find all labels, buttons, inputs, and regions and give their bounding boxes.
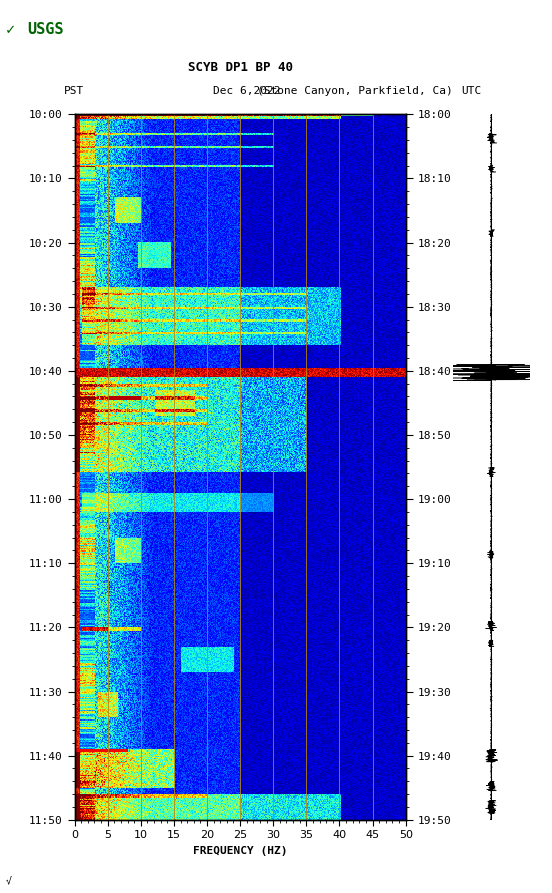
Text: UTC: UTC (461, 87, 481, 96)
X-axis label: FREQUENCY (HZ): FREQUENCY (HZ) (193, 846, 288, 855)
Text: USGS: USGS (28, 22, 64, 38)
Text: SCYB DP1 BP 40: SCYB DP1 BP 40 (188, 61, 293, 74)
Text: ✓: ✓ (6, 22, 15, 38)
Text: PST: PST (63, 87, 84, 96)
Text: √: √ (6, 876, 12, 886)
Text: (Stone Canyon, Parkfield, Ca): (Stone Canyon, Parkfield, Ca) (257, 87, 453, 96)
Text: Dec 6,2022: Dec 6,2022 (213, 87, 280, 96)
